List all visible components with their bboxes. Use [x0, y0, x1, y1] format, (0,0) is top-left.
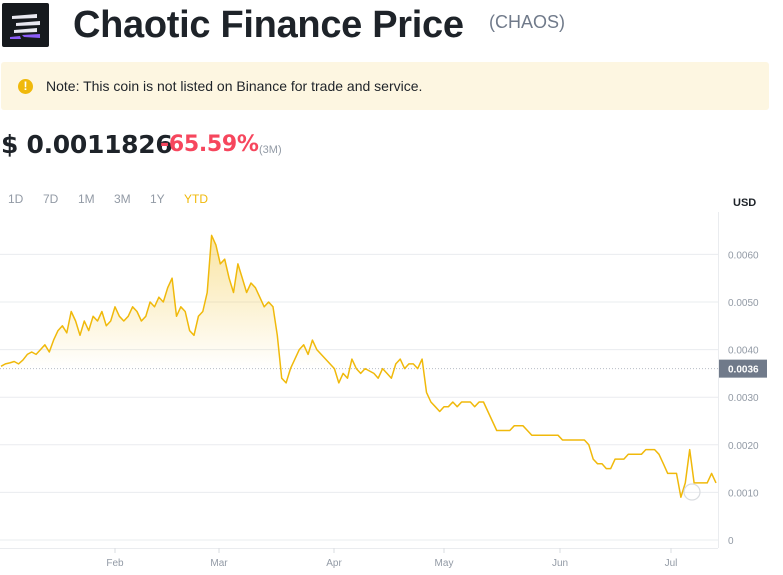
- range-3m-button[interactable]: 3M: [114, 192, 131, 206]
- y-tick-label: 0.0010: [728, 488, 759, 499]
- y-tick-label: 0.0040: [728, 346, 759, 357]
- current-value-label: 0.0036: [728, 365, 759, 376]
- current-price: $ 0.0011826: [1, 130, 173, 159]
- range-ytd-button[interactable]: YTD: [184, 192, 208, 206]
- x-tick-label: Feb: [106, 558, 124, 569]
- price-line: [0, 234, 717, 498]
- exclamation-icon: !: [18, 79, 33, 94]
- currency-unit-label: USD: [733, 197, 757, 209]
- range-1d-button[interactable]: 1D: [8, 192, 24, 206]
- y-tick-label: 0.0060: [728, 250, 759, 261]
- x-tick-label: Mar: [210, 558, 228, 569]
- y-tick-label: 0.0020: [728, 441, 759, 452]
- listing-note-text: Note: This coin is not listed on Binance…: [46, 78, 423, 94]
- y-tick-label: 0.0050: [728, 298, 759, 309]
- x-tick-label: Jul: [665, 558, 678, 569]
- y-tick-label: 0.0030: [728, 393, 759, 404]
- chart-grid: [0, 253, 718, 541]
- range-1m-button[interactable]: 1M: [78, 192, 95, 206]
- change-period: (3M): [259, 144, 282, 156]
- price-chart-svg[interactable]: 0 0.0010 0.0020 0.0030 0.0040 0.0050 0.0060 Feb…: [0, 212, 783, 575]
- chart-watermark-icon: [683, 483, 701, 501]
- page-header: Chaotic Finance Price (CHAOS): [0, 0, 783, 52]
- chart-axes: 0 0.0010 0.0020 0.0030 0.0040 0.0050 0.0060 Feb…: [0, 212, 759, 569]
- range-7d-button[interactable]: 7D: [43, 192, 59, 206]
- x-tick-label: May: [435, 558, 454, 569]
- current-value-tag: [719, 359, 767, 378]
- page-title: Chaotic Finance Price: [73, 4, 464, 46]
- x-tick-label: Jun: [552, 558, 568, 569]
- price-chart[interactable]: 0 0.0010 0.0020 0.0030 0.0040 0.0050 0.0060 Feb…: [0, 212, 783, 575]
- price-change-percent: -65.59%: [160, 132, 259, 157]
- chaotic-finance-logo-icon: [2, 3, 49, 47]
- x-tick-label: Apr: [326, 558, 342, 569]
- y-tick-label: 0: [728, 536, 734, 547]
- listing-note-banner: ! Note: This coin is not listed on Binan…: [1, 62, 769, 110]
- range-1y-button[interactable]: 1Y: [150, 192, 165, 206]
- price-area: [1, 235, 716, 369]
- coin-symbol: (CHAOS): [489, 12, 565, 32]
